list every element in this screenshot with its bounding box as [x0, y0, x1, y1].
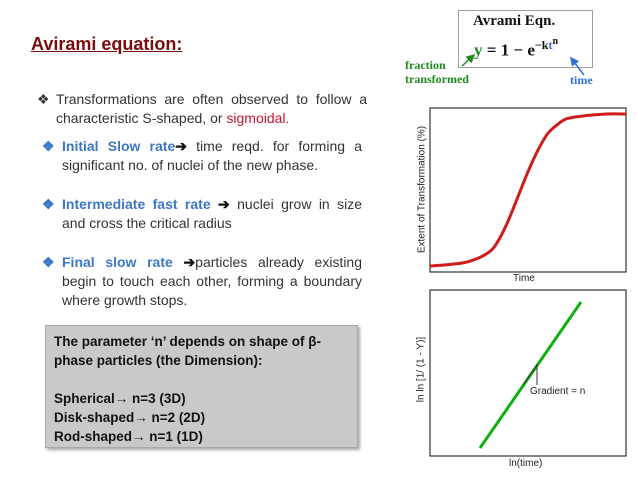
note-line-rod: Rod-shaped→ n=1 (1D) — [54, 429, 203, 444]
s-curve-svg — [429, 107, 627, 273]
note-line: The parameter ‘n’ depends on shape of β- — [54, 334, 322, 349]
eq-neg: − — [534, 38, 542, 52]
bullet-text: nuclei grow in size and cross the critic… — [62, 196, 363, 231]
note-line: phase particles (the Dimension): — [54, 353, 263, 368]
intro-text: Transformations are often observed to fo… — [56, 91, 367, 126]
intro-highlight: sigmoidal. — [226, 110, 290, 126]
fraction-transformed-label: fraction transformed — [405, 58, 469, 86]
s-curve-chart: Time Extent of Transformation (%) — [404, 106, 630, 290]
y-axis-label: ln ln [1/ (1 - Y)] — [415, 336, 427, 403]
note-line-spherical: Spherical→ n=3 (3D) — [54, 391, 186, 406]
bullet-text: particles already existing begin to touc… — [62, 254, 362, 308]
bullet-icon: ❖ — [42, 254, 55, 270]
eq-e: e — [527, 40, 535, 60]
bullet-icon: ❖ — [42, 196, 55, 212]
eq-one: 1 — [500, 40, 510, 60]
page-title: Avirami equation: — [31, 34, 183, 54]
bullet-icon: ❖ — [42, 138, 55, 154]
eq-t: t — [548, 38, 553, 52]
x-axis-label: ln(time) — [509, 458, 543, 469]
dimension-note-box: The parameter ‘n’ depends on shape of β-… — [45, 325, 358, 448]
eq-equals: = — [486, 40, 497, 60]
eq-minus: − — [513, 40, 524, 60]
x-axis-label: Time — [513, 273, 535, 284]
intro-paragraph: ❖ Transformations are often observed to … — [37, 90, 367, 128]
ln-plot-svg — [429, 289, 627, 457]
y-axis-label: Extent of Transformation (%) — [416, 125, 428, 254]
avrami-equation: y = 1 − e−ktn — [474, 36, 559, 61]
arrow-to-t — [570, 56, 585, 76]
arrow-right-icon: ➔ — [183, 254, 196, 270]
eq-y: y — [474, 40, 483, 60]
plot-frame — [429, 289, 627, 457]
bullet-icon: ❖ — [37, 91, 50, 107]
bullet-label: Final slow rate — [62, 254, 173, 270]
plot-frame — [429, 107, 627, 273]
equation-title: Avrami Eqn. — [473, 13, 556, 29]
arrow-right-icon: ➔ — [175, 138, 187, 154]
bullet-label: Initial Slow rate — [62, 138, 176, 154]
note-line-disk: Disk-shaped→ n=2 (2D) — [54, 410, 206, 425]
bullet-text: time reqd. for forming a significant no.… — [62, 138, 362, 173]
gradient-triangle — [522, 363, 538, 386]
equation-pointer-arrows — [461, 53, 585, 76]
ln-plot-chart: Gradient = n ln(time) ln ln [1/ (1 - Y)] — [404, 286, 630, 474]
s-curve-line — [429, 112, 627, 268]
eq-n: n — [552, 36, 559, 47]
bullet-final-slow: ❖ Final slow rate ➔particles already exi… — [42, 253, 362, 310]
gradient-annotation: Gradient = n — [530, 386, 586, 397]
eq-k: k — [541, 38, 549, 52]
arrow-right-icon: ➔ — [218, 196, 230, 212]
bullet-initial-slow: ❖ Initial Slow rate➔ time reqd. for form… — [42, 137, 362, 175]
bullet-intermediate-fast: ❖ Intermediate fast rate ➔ nuclei grow i… — [42, 195, 362, 233]
bullet-label: Intermediate fast rate — [62, 196, 211, 212]
arrow-to-y — [461, 53, 476, 67]
time-label: time — [570, 73, 593, 87]
